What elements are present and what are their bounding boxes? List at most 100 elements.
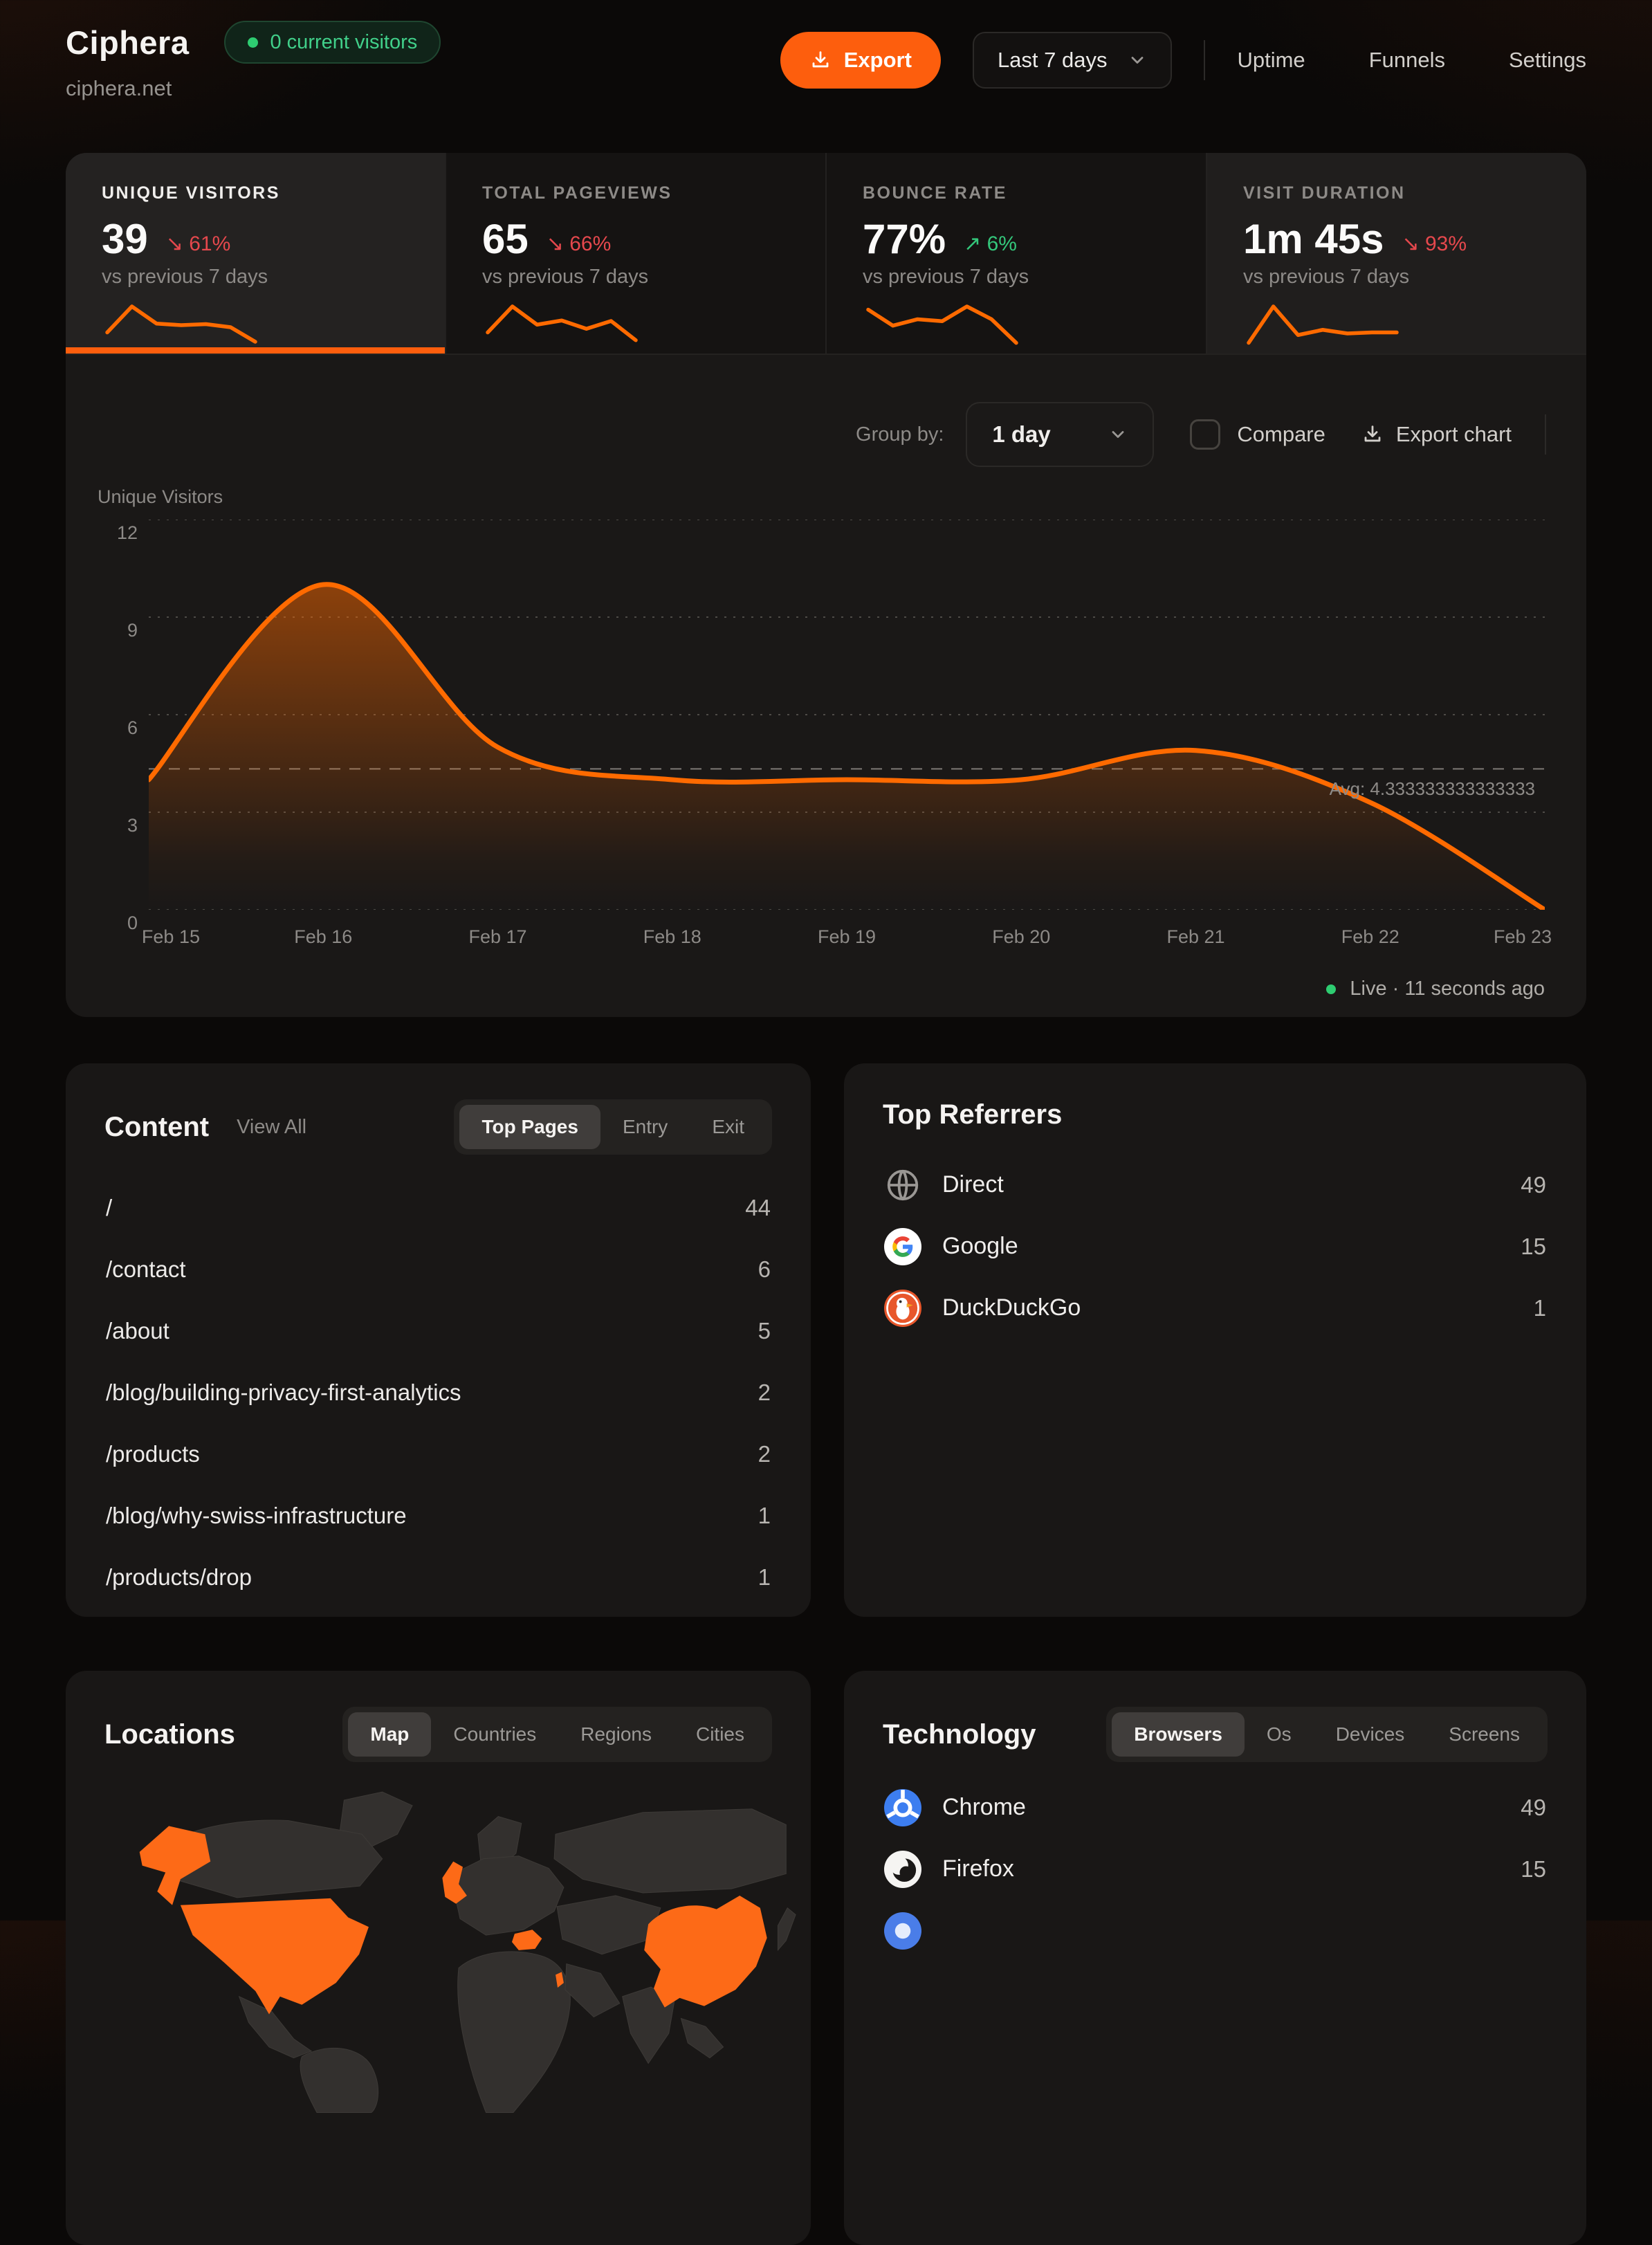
view-all-link[interactable]: View All	[237, 1115, 307, 1138]
compare-checkbox[interactable]	[1190, 419, 1221, 450]
tab-map[interactable]: Map	[348, 1712, 432, 1757]
content-tabs: Top Pages Entry Exit	[454, 1099, 772, 1155]
country-united-kingdom	[442, 1861, 467, 1904]
page-row[interactable]: /blog/building-privacy-first-analytics 2	[106, 1379, 771, 1405]
download-icon	[1364, 425, 1381, 442]
firefox-icon	[884, 1850, 921, 1888]
sparkline-chart	[866, 304, 1018, 345]
stat-value: 65	[482, 216, 529, 262]
page-row[interactable]: /contact 6	[106, 1256, 771, 1282]
region-middle-east	[565, 1963, 621, 2018]
chrome-icon	[884, 1788, 921, 1826]
top-referrers-card: Top Referrers Direct 49 Google 15 DuckDu…	[844, 1063, 1586, 1617]
group-by-value: 1 day	[992, 421, 1051, 447]
stat-label: VISIT DURATION	[1243, 183, 1406, 203]
tab-countries[interactable]: Countries	[453, 1723, 537, 1745]
live-dot-icon	[1326, 984, 1337, 994]
live-status: Live · 11 seconds ago	[1326, 978, 1545, 1000]
tab-devices[interactable]: Devices	[1335, 1723, 1405, 1745]
stat-value: 1m 45s	[1243, 216, 1384, 262]
nav-uptime[interactable]: Uptime	[1237, 48, 1305, 72]
stat-comparison-label: vs previous 7 days	[1243, 266, 1410, 288]
tab-screens[interactable]: Screens	[1449, 1723, 1520, 1745]
tab-os[interactable]: Os	[1266, 1723, 1292, 1745]
browser-row[interactable]: Firefox 15	[844, 1838, 1586, 1900]
tab-browsers[interactable]: Browsers	[1112, 1712, 1245, 1757]
browsers-list: Chrome 49 Firefox 15	[844, 1777, 1586, 1961]
browser-row-partial[interactable]	[844, 1900, 1586, 1961]
stat-bounce-rate[interactable]: BOUNCE RATE 77% ↗ 6% vs previous 7 days	[827, 153, 1207, 354]
export-label: Export	[843, 48, 912, 72]
referrers-title: Top Referrers	[883, 1099, 1063, 1130]
referrer-row[interactable]: Google 15	[844, 1216, 1586, 1277]
technology-card: Technology Browsers Os Devices Screens C…	[844, 1671, 1586, 2245]
compare-toggle[interactable]: Compare	[1190, 419, 1325, 450]
chart-y-axis: 0 3 6 9 12	[66, 520, 138, 933]
current-visitors-badge[interactable]: 0 current visitors	[223, 21, 441, 64]
page-row[interactable]: /products 2	[106, 1440, 771, 1467]
y-tick-label: 3	[127, 815, 138, 836]
world-map[interactable]	[77, 1762, 800, 2125]
download-icon	[812, 51, 829, 68]
locations-tabs: Map Countries Regions Cities	[342, 1707, 772, 1762]
locations-card: Locations Map Countries Regions Cities	[66, 1671, 811, 2245]
x-tick-label: Feb 15	[141, 926, 200, 947]
stat-visit-duration[interactable]: VISIT DURATION 1m 45s ↘ 93% vs previous …	[1207, 153, 1586, 354]
stat-label: UNIQUE VISITORS	[102, 183, 280, 203]
tab-regions[interactable]: Regions	[580, 1723, 652, 1745]
chevron-down-icon	[1112, 431, 1124, 438]
active-stat-indicator	[66, 347, 445, 354]
duckduckgo-icon	[884, 1289, 921, 1327]
page-row[interactable]: /products/drop 1	[106, 1564, 771, 1590]
header: Ciphera 0 current visitors ciphera.net E…	[66, 21, 1586, 101]
stat-comparison-label: vs previous 7 days	[863, 266, 1029, 288]
tab-exit[interactable]: Exit	[712, 1116, 744, 1137]
stat-delta: ↘ 93%	[1402, 232, 1467, 255]
average-line-label: Avg: 4.333333333333333	[1329, 778, 1535, 800]
visitors-chart[interactable]: Avg: 4.333333333333333	[146, 519, 1548, 913]
stat-unique-visitors[interactable]: UNIQUE VISITORS 39 ↘ 61% vs previous 7 d…	[66, 153, 446, 354]
referrer-row[interactable]: Direct 49	[844, 1154, 1586, 1216]
group-by-label: Group by:	[856, 423, 944, 446]
x-tick-label: Feb 22	[1341, 926, 1399, 947]
top-pages-list: /44 /contact 6 /about 5 /blog/building-pri…	[66, 1177, 811, 1608]
current-visitors-label: 0 current visitors	[270, 30, 418, 53]
analytics-panel: UNIQUE VISITORS 39 ↘ 61% vs previous 7 d…	[66, 153, 1586, 1017]
referrer-row[interactable]: DuckDuckGo 1	[844, 1277, 1586, 1339]
locations-title: Locations	[104, 1719, 235, 1750]
region-south-america	[300, 2047, 379, 2113]
page-row[interactable]: /blog/why-swiss-infrastructure 1	[106, 1502, 771, 1528]
site-title: Ciphera	[66, 24, 190, 61]
chart-controls: Group by: 1 day Compare Export chart	[856, 402, 1546, 467]
browser-row[interactable]: Chrome 49	[844, 1777, 1586, 1838]
x-tick-label: Feb 16	[294, 926, 353, 947]
live-visitors-dot-icon	[247, 37, 258, 48]
tab-cities[interactable]: Cities	[695, 1723, 744, 1745]
region-russia	[553, 1808, 787, 1894]
world-map-svg	[139, 1791, 796, 2113]
sparkline-chart	[486, 304, 638, 342]
page-row[interactable]: /about 5	[106, 1317, 771, 1344]
date-range-select[interactable]: Last 7 days	[972, 32, 1173, 89]
export-chart-button[interactable]: Export chart	[1361, 422, 1512, 447]
content-title: Content	[104, 1111, 210, 1142]
nav-settings[interactable]: Settings	[1508, 48, 1586, 72]
tab-entry[interactable]: Entry	[622, 1116, 668, 1137]
nav-funnels[interactable]: Funnels	[1368, 48, 1445, 72]
stat-total-pageviews[interactable]: TOTAL PAGEVIEWS 65 ↘ 66% vs previous 7 d…	[446, 153, 827, 354]
technology-tabs: Browsers Os Devices Screens	[1106, 1707, 1548, 1762]
group-by-select[interactable]: 1 day	[966, 402, 1155, 467]
chart-series-title: Unique Visitors	[98, 486, 223, 507]
stat-label: TOTAL PAGEVIEWS	[482, 183, 672, 203]
stat-delta: ↘ 61%	[165, 232, 231, 255]
export-button[interactable]: Export	[780, 32, 941, 89]
stat-delta: ↘ 66%	[546, 232, 612, 255]
x-tick-label: Feb 18	[643, 926, 701, 947]
browser-icon	[884, 1912, 921, 1950]
referrers-list: Direct 49 Google 15 DuckDuckGo 1	[844, 1154, 1586, 1339]
stat-delta: ↗ 6%	[964, 232, 1017, 255]
y-tick-label: 6	[127, 717, 138, 738]
x-tick-label: Feb 19	[817, 926, 877, 947]
page-row[interactable]: /44	[106, 1194, 771, 1220]
tab-top-pages[interactable]: Top Pages	[459, 1105, 600, 1149]
